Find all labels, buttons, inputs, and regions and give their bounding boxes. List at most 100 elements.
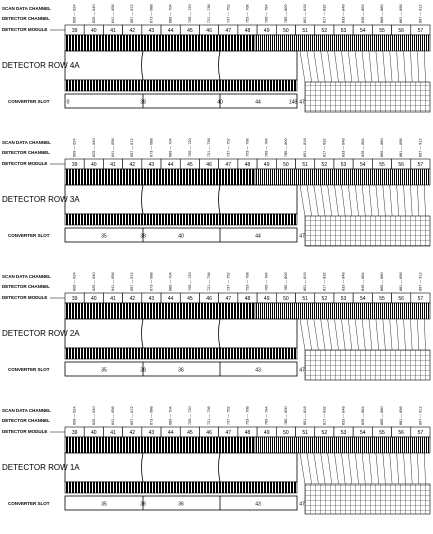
divider	[218, 184, 221, 215]
channel-label: 641 — 656	[111, 138, 115, 157]
channel-label: 721 — 736	[207, 4, 211, 23]
fan-line	[348, 184, 353, 217]
channel-label: 657 — 672	[130, 4, 134, 23]
fan-line	[341, 184, 346, 217]
channel-label: 769 — 784	[265, 138, 269, 157]
module-number: 46	[206, 162, 212, 168]
row-area	[64, 318, 298, 349]
fan-line	[382, 318, 386, 351]
module-number: 40	[91, 162, 97, 168]
converter-number: 35	[101, 233, 107, 239]
fan-line	[410, 184, 413, 217]
detector-channel-label: DETECTOR CHANNEL	[2, 284, 50, 289]
fan-line	[320, 318, 326, 351]
row-label: DETECTOR ROW 3A	[2, 195, 80, 204]
channel-label: 801 — 816	[303, 4, 307, 23]
module-number: 39	[72, 162, 78, 168]
module-number: 56	[398, 296, 404, 302]
converter-number: 47	[299, 233, 305, 239]
module-number: 52	[322, 430, 328, 436]
divider	[218, 452, 221, 483]
module-number: 41	[110, 296, 116, 302]
module-number: 49	[264, 296, 270, 302]
fan-line	[410, 318, 413, 351]
converter-number: 47	[299, 501, 305, 507]
connector-grid	[304, 215, 431, 247]
module-number: 46	[206, 296, 212, 302]
fan-line	[389, 318, 393, 351]
converter-row	[64, 361, 298, 377]
channel-label: 689 — 704	[169, 4, 173, 23]
fan-line	[403, 50, 406, 83]
module-number: 56	[398, 162, 404, 168]
fan-line	[306, 50, 312, 83]
channel-label: 641 — 656	[111, 4, 115, 23]
module-number: 52	[322, 28, 328, 34]
channel-label: 785 — 800	[284, 4, 288, 23]
fan-line	[334, 184, 339, 217]
divider	[141, 184, 144, 215]
module-number: 57	[418, 296, 424, 302]
fan-line	[382, 50, 386, 83]
module-number: 51	[302, 430, 308, 436]
channel-label: 881 — 896	[399, 138, 403, 157]
fan-line	[396, 318, 399, 351]
channel-label: 609 — 624	[73, 272, 77, 291]
channel-label: 865 — 880	[380, 272, 384, 291]
converter-slot-label: CONVERTER SLOT	[8, 233, 50, 238]
converter-number: 36	[178, 501, 184, 507]
fan-line	[403, 184, 406, 217]
channel-label: 865 — 880	[380, 406, 384, 425]
channel-label: 817 — 832	[322, 272, 326, 291]
scan-data-channel-label: SCAN DATA CHANNEL	[2, 140, 51, 145]
fan-line	[368, 50, 373, 83]
fan-line	[410, 50, 413, 83]
module-number: 40	[91, 430, 97, 436]
scan-data-channel-label: SCAN DATA CHANNEL	[2, 6, 51, 11]
fan-line	[361, 50, 366, 83]
fan-line	[361, 184, 366, 217]
module-number: 44	[168, 296, 174, 302]
module-number: 55	[379, 430, 385, 436]
fan-line	[375, 318, 379, 351]
module-number: 42	[129, 28, 135, 34]
channel-label: 817 — 832	[322, 406, 326, 425]
converter-slot-label: CONVERTER SLOT	[8, 99, 50, 104]
fan-line	[313, 452, 319, 485]
channel-label: 833 — 848	[342, 406, 346, 425]
module-number: 49	[264, 162, 270, 168]
converter-row	[64, 495, 298, 511]
module-number: 51	[302, 28, 308, 34]
connector-grid	[304, 483, 431, 515]
fan-line	[355, 50, 359, 83]
module-number: 43	[149, 162, 155, 168]
converter-number: 35	[101, 501, 107, 507]
fan-line	[355, 452, 359, 485]
detector-channel-label: DETECTOR CHANNEL	[2, 150, 50, 155]
detector-module-label: DETECTOR MODULE	[2, 27, 47, 32]
converter-slot-label: CONVERTER SLOT	[8, 367, 50, 372]
module-number: 57	[418, 162, 424, 168]
fan-line	[375, 50, 379, 83]
converter-number: 43	[255, 367, 261, 373]
module-number: 54	[360, 162, 366, 168]
fan-line	[306, 318, 312, 351]
module-number: 40	[91, 28, 97, 34]
converter-row	[64, 227, 298, 243]
fan-line	[299, 50, 306, 83]
module-number: 44	[168, 28, 174, 34]
channel-label: 625 — 640	[92, 406, 96, 425]
module-number: 45	[187, 162, 193, 168]
comb-band	[64, 436, 256, 454]
fan-line	[361, 452, 366, 485]
module-number: 47	[226, 28, 232, 34]
comb-band	[64, 302, 256, 320]
channel-label: 753 — 768	[246, 272, 250, 291]
scan-data-channel-label: SCAN DATA CHANNEL	[2, 408, 51, 413]
module-number: 49	[264, 28, 270, 34]
module-number: 55	[379, 162, 385, 168]
fan-line	[368, 184, 373, 217]
row-area	[64, 452, 298, 483]
fan-line	[417, 452, 420, 485]
converter-number: 40	[217, 99, 223, 105]
